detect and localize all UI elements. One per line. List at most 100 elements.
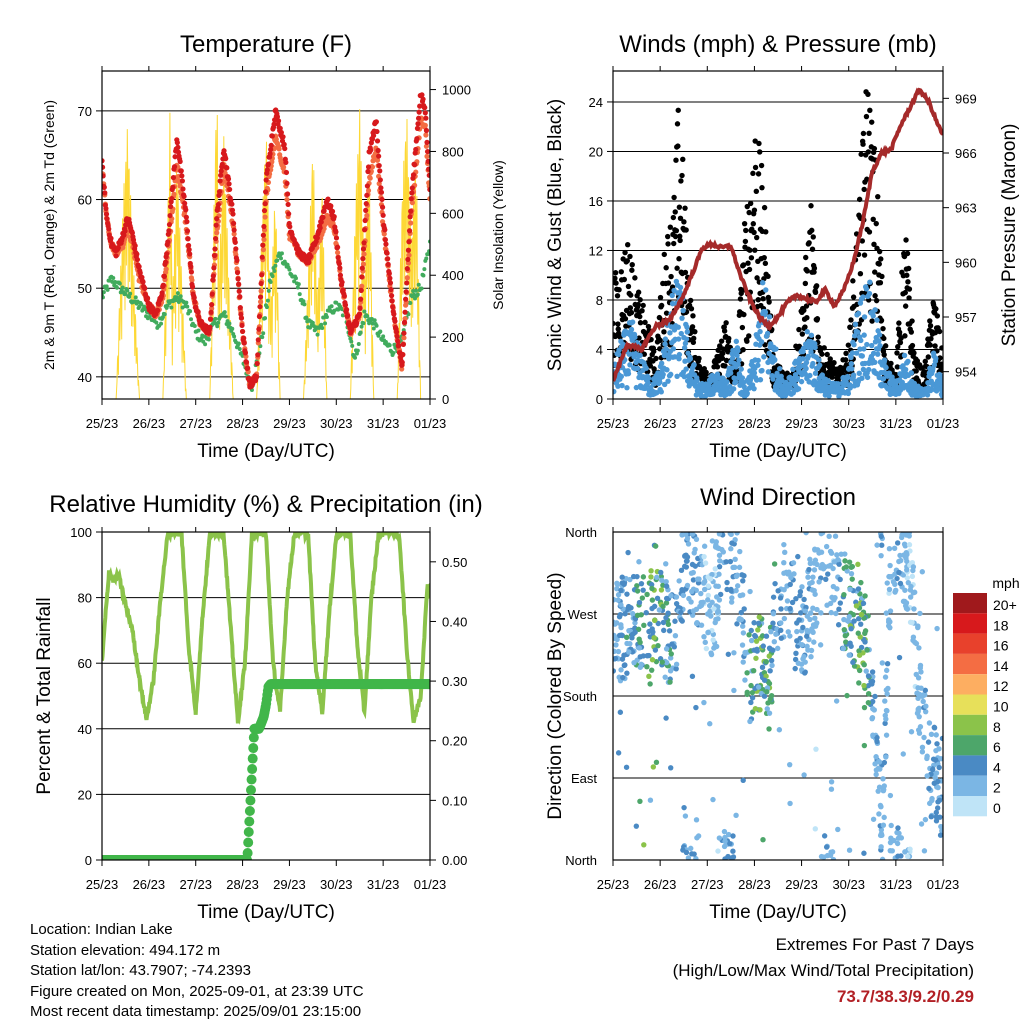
- point: [925, 354, 931, 360]
- point: [862, 639, 868, 645]
- point: [692, 328, 698, 335]
- point: [174, 295, 179, 300]
- point: [685, 541, 692, 547]
- point: [184, 228, 191, 234]
- point: [730, 848, 736, 854]
- point: [690, 313, 696, 319]
- point: [374, 323, 379, 328]
- point: [833, 698, 840, 704]
- point: [677, 215, 684, 221]
- point: [939, 828, 943, 834]
- point: [846, 559, 853, 565]
- point: [266, 288, 271, 293]
- point: [933, 809, 940, 816]
- x-tick-label: 26/23: [644, 416, 677, 431]
- point: [123, 292, 128, 297]
- point: [835, 622, 842, 628]
- point: [918, 669, 924, 675]
- point: [730, 833, 736, 839]
- point: [175, 144, 181, 150]
- point: [361, 227, 368, 233]
- point: [926, 785, 932, 792]
- point: [701, 699, 707, 706]
- point: [808, 332, 815, 338]
- point: [921, 734, 927, 741]
- point: [214, 230, 220, 236]
- point: [816, 357, 822, 363]
- point: [403, 289, 409, 295]
- point: [361, 251, 367, 257]
- point: [860, 294, 866, 300]
- point: [286, 211, 292, 217]
- x-tick-label: 28/23: [738, 877, 771, 892]
- point: [731, 564, 738, 570]
- point: [637, 798, 643, 804]
- point: [232, 239, 238, 245]
- point: [738, 366, 744, 372]
- point: [877, 280, 884, 286]
- point: [755, 171, 762, 177]
- point: [894, 829, 900, 836]
- point: [188, 309, 193, 314]
- point: [879, 660, 886, 666]
- point: [831, 360, 837, 366]
- point: [863, 286, 870, 292]
- point: [358, 296, 364, 302]
- y-right-tick-label: 200: [442, 330, 464, 345]
- point: [364, 183, 370, 189]
- point: [849, 576, 855, 582]
- point: [284, 180, 290, 186]
- y-tick-label: 4: [596, 342, 603, 357]
- point: [736, 564, 743, 571]
- point: [722, 834, 728, 841]
- point: [922, 816, 929, 823]
- point: [408, 196, 414, 202]
- point: [408, 220, 414, 226]
- point: [427, 186, 430, 193]
- point: [768, 657, 775, 664]
- point: [254, 361, 260, 367]
- point: [758, 162, 765, 169]
- point: [828, 779, 835, 785]
- point: [160, 315, 165, 320]
- point: [808, 349, 814, 355]
- point: [415, 292, 420, 297]
- point: [245, 795, 256, 806]
- point: [647, 363, 654, 369]
- point: [722, 363, 728, 369]
- point: [423, 143, 430, 149]
- point: [409, 185, 415, 191]
- point: [804, 315, 810, 321]
- point: [859, 375, 865, 381]
- point: [735, 361, 741, 368]
- point: [901, 352, 908, 359]
- point: [243, 837, 254, 848]
- point: [648, 667, 655, 673]
- x-tick-label: 25/23: [86, 416, 119, 431]
- y-tick-label: 12: [589, 243, 603, 258]
- point: [216, 320, 221, 325]
- chart-title: Wind Direction: [700, 484, 856, 511]
- point: [884, 660, 891, 667]
- point: [860, 366, 867, 373]
- point: [748, 627, 754, 634]
- point: [847, 385, 853, 391]
- y-right-tick-label: 0.20: [442, 734, 467, 749]
- point: [635, 289, 642, 295]
- point: [679, 315, 685, 321]
- point: [415, 121, 421, 127]
- point: [894, 364, 901, 370]
- point: [908, 729, 915, 735]
- point: [934, 805, 941, 811]
- point: [934, 313, 941, 319]
- point: [785, 629, 791, 635]
- point: [852, 333, 858, 339]
- point: [771, 561, 778, 567]
- y-tick-label: 100: [70, 525, 92, 540]
- point: [102, 290, 106, 295]
- point: [746, 266, 753, 273]
- point: [426, 172, 430, 178]
- point: [621, 276, 628, 283]
- point: [260, 247, 266, 253]
- point: [939, 384, 943, 390]
